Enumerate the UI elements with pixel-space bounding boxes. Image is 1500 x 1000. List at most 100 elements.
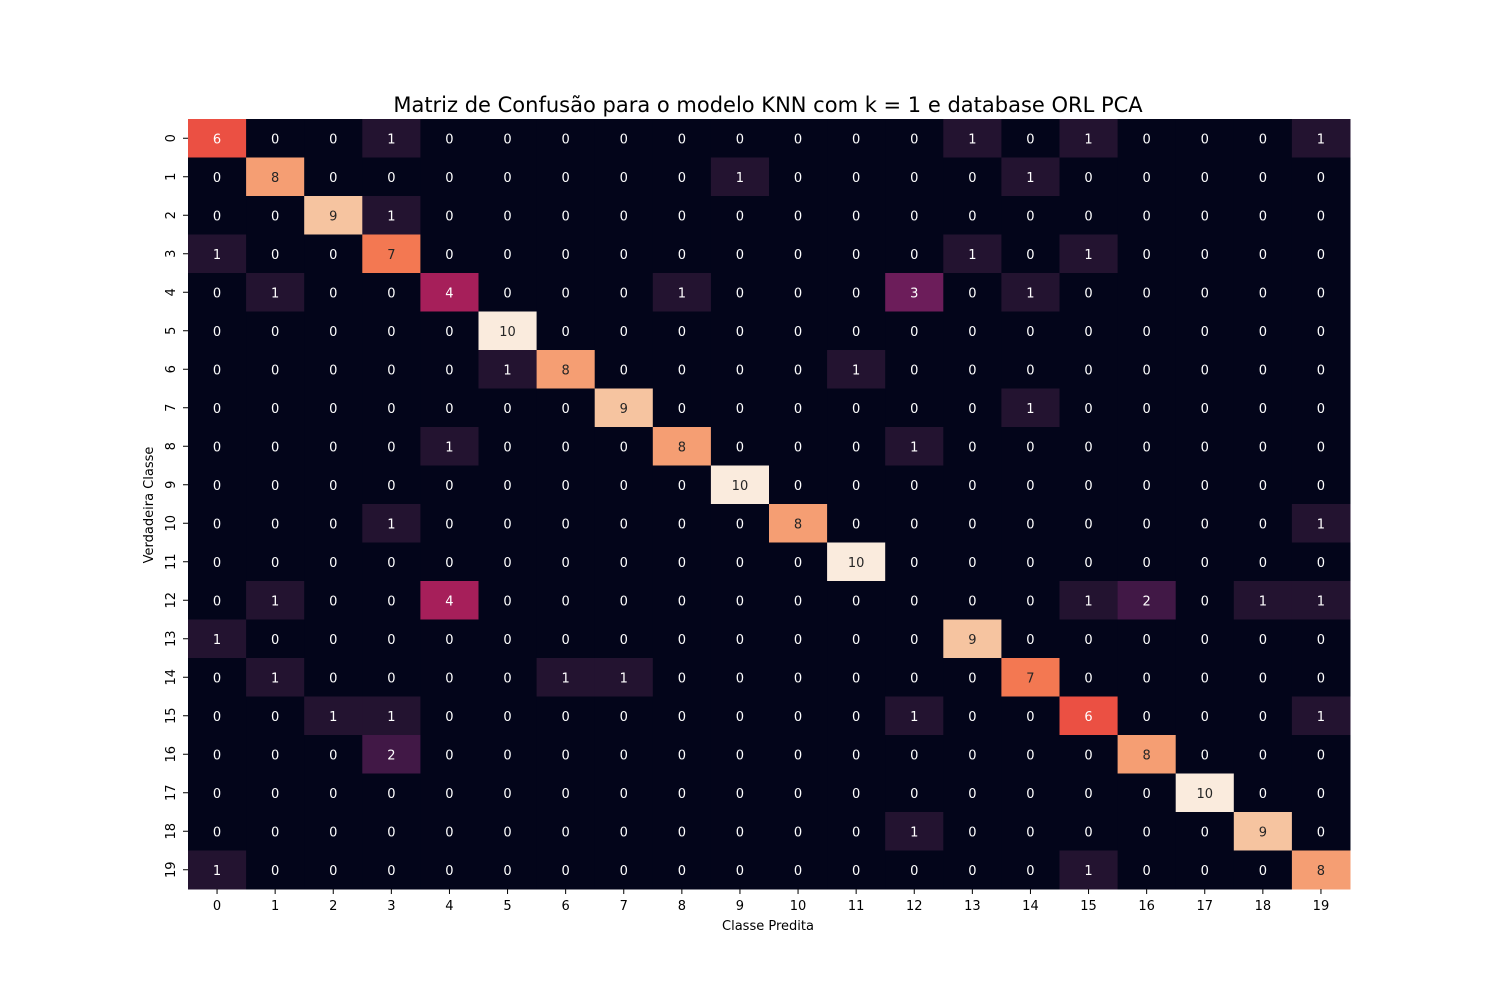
heatmap-cell (652, 273, 712, 312)
heatmap-cell (1291, 427, 1351, 466)
cell-value-label: 0 (1026, 710, 1034, 725)
y-tick-label: 8 (164, 442, 179, 450)
heatmap-cell (885, 696, 944, 736)
heatmap-cell (420, 542, 479, 582)
cell-value-label: 0 (387, 556, 395, 571)
cell-value-label: 0 (794, 825, 802, 840)
heatmap-cell (710, 581, 770, 620)
cell-value-label: 1 (1026, 171, 1034, 186)
heatmap-cell (1001, 119, 1060, 158)
heatmap-cell (304, 504, 363, 543)
heatmap-cell (188, 812, 247, 851)
heatmap-cell (188, 504, 247, 543)
cell-value-label: 0 (271, 517, 279, 532)
cell-value-label: 0 (329, 825, 337, 840)
heatmap-cell (1233, 465, 1293, 505)
heatmap-cell (710, 542, 770, 582)
cell-value-label: 0 (910, 517, 918, 532)
cell-value-label: 0 (1259, 710, 1267, 725)
heatmap-cell (420, 696, 479, 736)
heatmap-cell (1117, 696, 1177, 736)
cell-value-label: 0 (503, 517, 511, 532)
cell-value-label: 0 (1201, 633, 1209, 648)
cell-value-label: 0 (910, 363, 918, 378)
cell-value-label: 1 (562, 671, 570, 686)
cell-value-label: 0 (329, 479, 337, 494)
heatmap-cell (420, 504, 479, 543)
heatmap-cell (885, 119, 944, 158)
cell-value-label: 0 (503, 132, 511, 147)
cell-value-label: 1 (503, 363, 511, 378)
cell-value-label: 1 (387, 710, 395, 725)
heatmap-cell (885, 157, 944, 197)
cell-value-label: 2 (387, 748, 395, 763)
cell-value-label: 0 (503, 671, 511, 686)
heatmap-cell (1059, 581, 1119, 620)
heatmap-cell (1001, 658, 1060, 697)
heatmap-cell (536, 581, 596, 620)
cell-value-label: 0 (794, 363, 802, 378)
heatmap-cell (536, 311, 596, 351)
heatmap-cell (594, 658, 654, 697)
cell-value-label: 0 (1143, 517, 1151, 532)
heatmap-cell (769, 581, 828, 620)
y-tick-label: 11 (164, 553, 179, 570)
cell-value-label: 0 (620, 594, 628, 609)
heatmap-cell (710, 619, 770, 659)
y-tick-label: 6 (164, 365, 179, 373)
heatmap-cell (1001, 812, 1060, 851)
heatmap-cell (1233, 273, 1293, 312)
y-tick-label: 3 (164, 250, 179, 258)
cell-value-label: 0 (503, 594, 511, 609)
y-tick-label: 18 (164, 823, 179, 840)
cell-value-label: 1 (445, 440, 453, 455)
heatmap-cell (1117, 157, 1177, 197)
heatmap-cell (885, 196, 944, 235)
cell-value-label: 0 (852, 864, 860, 879)
cell-value-label: 0 (1084, 556, 1092, 571)
heatmap-cell (1233, 773, 1293, 813)
cell-value-label: 0 (1317, 556, 1325, 571)
heatmap-cell (246, 658, 305, 697)
heatmap-cell (478, 157, 538, 197)
heatmap-cell (1001, 696, 1060, 736)
cell-value-label: 0 (736, 556, 744, 571)
heatmap-cell (1001, 619, 1060, 659)
cell-value-label: 0 (1026, 864, 1034, 879)
cell-value-label: 0 (445, 517, 453, 532)
cell-value-label: 0 (1026, 132, 1034, 147)
cell-value-label: 0 (503, 248, 511, 263)
heatmap-cell (943, 619, 1002, 659)
heatmap-cell (246, 273, 305, 312)
cell-value-label: 0 (1026, 825, 1034, 840)
heatmap-cell (710, 196, 770, 235)
cell-value-label: 0 (562, 787, 570, 802)
heatmap-cell (304, 542, 363, 582)
cell-value-label: 0 (852, 479, 860, 494)
heatmap-cell (1175, 119, 1235, 158)
cell-value-label: 0 (1143, 363, 1151, 378)
heatmap-cell (1117, 735, 1177, 774)
x-tick-label: 12 (906, 899, 923, 914)
heatmap-cell (478, 196, 538, 235)
heatmap-cell (1117, 388, 1177, 428)
cell-value-label: 0 (1026, 633, 1034, 648)
heatmap-cell (594, 234, 654, 274)
heatmap-cell (1117, 812, 1177, 851)
cell-value-label: 0 (852, 209, 860, 224)
heatmap-cell (769, 465, 828, 505)
cell-value-label: 0 (678, 825, 686, 840)
cell-value-label: 1 (1026, 286, 1034, 301)
heatmap-cell (827, 542, 886, 582)
cell-value-label: 0 (387, 633, 395, 648)
heatmap-cell (478, 465, 538, 505)
heatmap-cell (1059, 273, 1119, 312)
heatmap-cell (1233, 696, 1293, 736)
cell-value-label: 0 (445, 864, 453, 879)
cell-value-label: 3 (910, 286, 918, 301)
cell-value-label: 0 (387, 594, 395, 609)
cell-value-label: 0 (1084, 325, 1092, 340)
cell-value-label: 0 (1259, 171, 1267, 186)
x-tick-label: 19 (1313, 899, 1330, 914)
cell-value-label: 0 (794, 171, 802, 186)
